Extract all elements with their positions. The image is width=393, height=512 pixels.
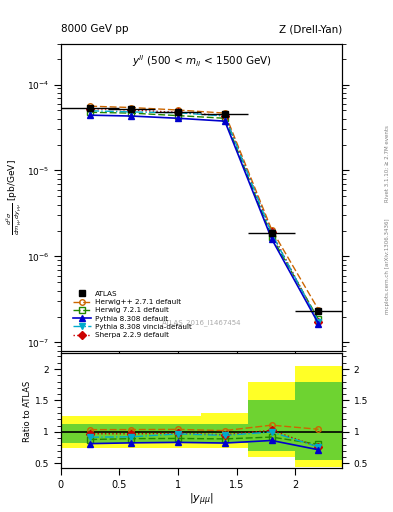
- Text: mcplots.cern.ch [arXiv:1306.3436]: mcplots.cern.ch [arXiv:1306.3436]: [385, 219, 390, 314]
- Y-axis label: Ratio to ATLAS: Ratio to ATLAS: [23, 380, 32, 441]
- Text: 8000 GeV pp: 8000 GeV pp: [61, 24, 129, 34]
- Text: $y^{ll}$ (500 < $m_{ll}$ < 1500 GeV): $y^{ll}$ (500 < $m_{ll}$ < 1500 GeV): [132, 53, 271, 69]
- Y-axis label: $\frac{d^2\sigma}{dm_{\mu\mu}\,dy_{\mu\mu}}$ [pb/GeV]: $\frac{d^2\sigma}{dm_{\mu\mu}\,dy_{\mu\m…: [4, 159, 24, 235]
- Text: ATLAS_2016_I1467454: ATLAS_2016_I1467454: [162, 319, 241, 326]
- Text: Z (Drell-Yan): Z (Drell-Yan): [279, 24, 342, 34]
- X-axis label: $|y_{\mu\mu}|$: $|y_{\mu\mu}|$: [189, 492, 214, 508]
- Legend: ATLAS, Herwig++ 2.7.1 default, Herwig 7.2.1 default, Pythia 8.308 default, Pythi: ATLAS, Herwig++ 2.7.1 default, Herwig 7.…: [70, 288, 195, 341]
- Text: Rivet 3.1.10; ≥ 2.7M events: Rivet 3.1.10; ≥ 2.7M events: [385, 125, 390, 202]
